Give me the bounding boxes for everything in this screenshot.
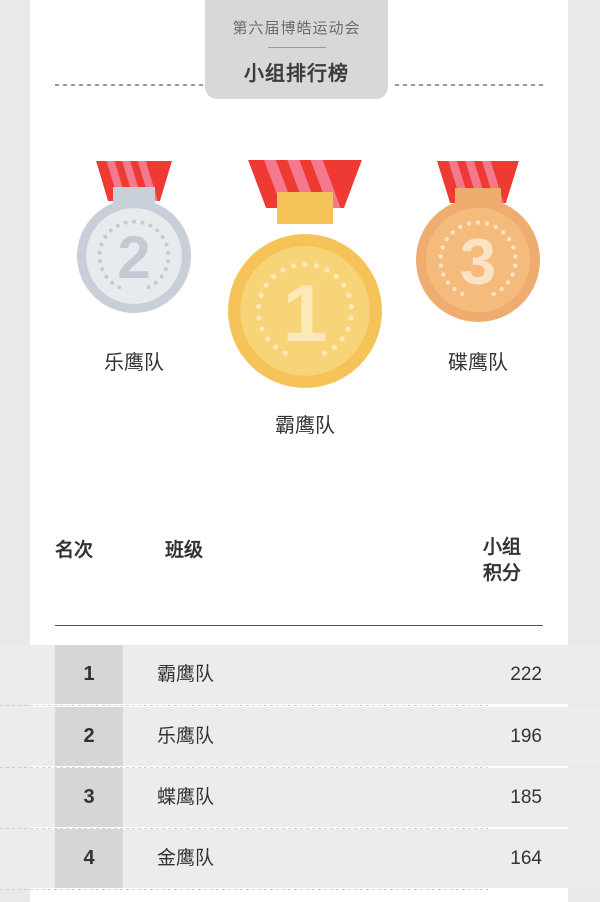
svg-text:1: 1 <box>283 269 328 359</box>
svg-text:3: 3 <box>460 225 496 298</box>
svg-text:2: 2 <box>117 224 150 291</box>
